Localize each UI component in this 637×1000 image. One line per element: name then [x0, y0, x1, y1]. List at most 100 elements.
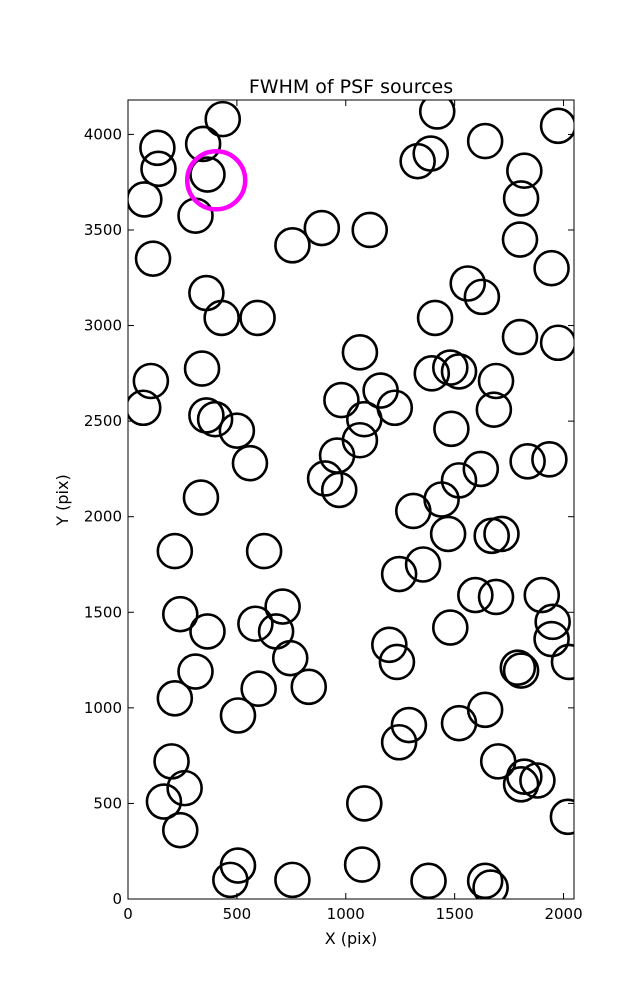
source-point — [306, 460, 344, 497]
source-point — [533, 620, 570, 658]
source-point — [177, 653, 214, 690]
x-tick-label: 1000 — [327, 905, 365, 923]
source-point — [449, 265, 487, 302]
source-point — [166, 769, 203, 807]
source-point — [184, 125, 222, 163]
source-point — [274, 226, 311, 264]
source-point — [404, 546, 442, 583]
source-point — [501, 221, 539, 258]
source-point — [161, 595, 199, 633]
source-point — [188, 274, 225, 312]
source-point — [132, 362, 170, 400]
y-tick-label: 2000 — [84, 508, 122, 526]
source-point — [323, 381, 360, 419]
source-point — [203, 299, 240, 337]
source-point — [274, 861, 311, 899]
source-point — [418, 100, 456, 130]
source-point — [380, 555, 418, 593]
source-point — [550, 643, 574, 681]
source-point — [501, 318, 539, 356]
y-tick-label: 1500 — [84, 603, 122, 621]
source-point — [153, 743, 190, 780]
y-tick-label: 3000 — [84, 317, 122, 335]
source-point — [483, 515, 520, 553]
y-tick-label: 3500 — [84, 221, 122, 239]
source-point — [399, 142, 436, 180]
source-point — [519, 762, 556, 799]
source-point — [472, 869, 509, 899]
source-point — [140, 150, 177, 188]
source-point — [189, 613, 226, 650]
source-point — [539, 107, 574, 145]
y-tick-label: 0 — [112, 890, 122, 908]
source-point — [499, 649, 537, 687]
x-axis: 0 500 1000 1500 2000 — [123, 100, 583, 923]
source-point — [433, 410, 470, 448]
source-point — [502, 180, 540, 217]
x-tick-label: 2000 — [544, 905, 582, 923]
source-point — [237, 605, 274, 643]
x-axis-label: X (pix) — [325, 929, 378, 948]
source-point — [506, 758, 543, 795]
source-point — [161, 811, 199, 849]
source-point — [509, 442, 546, 480]
x-tick-label: 500 — [223, 905, 252, 923]
y-tick-label: 1000 — [84, 699, 122, 717]
source-point — [412, 135, 450, 172]
source-point — [145, 783, 183, 820]
source-point — [380, 723, 418, 761]
source-point — [539, 324, 574, 362]
source-point — [128, 389, 162, 427]
source-point — [189, 156, 226, 193]
source-point — [523, 576, 561, 614]
source-point — [502, 766, 540, 803]
y-tick-label: 500 — [93, 794, 122, 812]
source-point — [303, 209, 341, 247]
source-point — [345, 400, 383, 438]
source-point — [410, 862, 447, 899]
source-point — [502, 652, 540, 689]
plot-frame — [127, 99, 575, 900]
source-point — [134, 240, 172, 277]
chart-title: FWHM of PSF sources — [249, 76, 453, 98]
highlighted-source-point — [184, 149, 248, 212]
source-point — [156, 679, 194, 717]
source-point — [264, 588, 301, 625]
source-point — [139, 129, 176, 167]
source-point — [475, 391, 513, 428]
source-point — [320, 471, 358, 509]
y-axis: 0 500 1000 1500 2000 2500 3000 3500 4000 — [84, 125, 574, 908]
source-point — [177, 197, 214, 234]
y-tick-label: 2500 — [84, 412, 122, 430]
source-point — [506, 152, 543, 190]
source-point — [466, 691, 504, 729]
source-point — [183, 350, 221, 387]
source-point — [440, 353, 478, 390]
source-point — [231, 444, 269, 482]
y-tick-label: 4000 — [84, 125, 122, 143]
source-point — [128, 181, 163, 218]
source-point — [351, 211, 389, 249]
source-point — [343, 846, 381, 883]
source-point — [479, 743, 517, 780]
source-point — [345, 785, 383, 822]
source-point — [429, 515, 467, 553]
y-axis-label: Y (pix) — [53, 474, 72, 526]
source-point — [371, 626, 408, 664]
source-point — [271, 639, 309, 677]
source-point — [240, 670, 277, 708]
source-point — [466, 122, 504, 160]
source-point — [196, 400, 234, 438]
source-point — [534, 603, 571, 641]
source-point — [378, 643, 416, 681]
source-point — [212, 861, 249, 899]
source-point — [462, 450, 500, 488]
source-point — [182, 479, 220, 516]
source-point — [219, 697, 257, 734]
source-point — [477, 578, 515, 616]
source-point — [477, 362, 515, 400]
x-tick-label: 0 — [123, 905, 133, 923]
source-point — [533, 249, 570, 287]
marker-layer — [128, 100, 574, 899]
